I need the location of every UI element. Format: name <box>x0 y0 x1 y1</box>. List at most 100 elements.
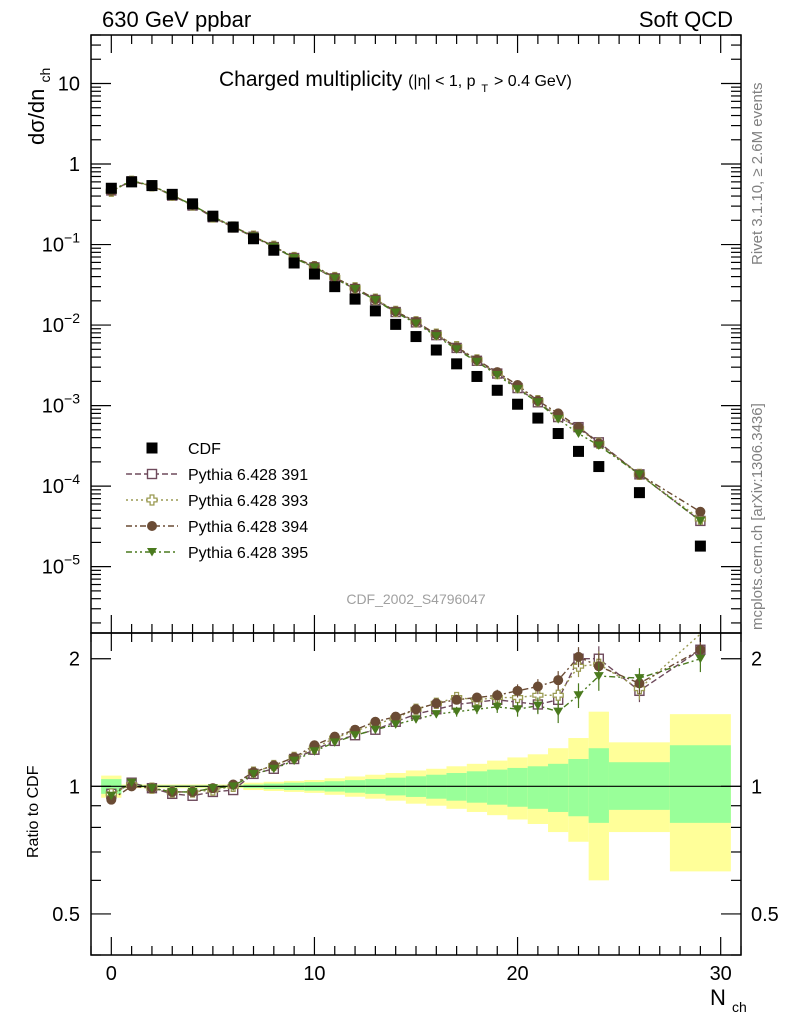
ratio-point-s3-18 <box>471 705 482 714</box>
main-point-s4-11 <box>329 274 340 283</box>
y-tick-label-main-0: 10 <box>58 73 80 95</box>
ratio-point-s3-21 <box>532 701 543 711</box>
ratio-point-s2-23 <box>573 651 584 662</box>
ratio-markers <box>105 625 706 805</box>
ratio-point-s3-19 <box>492 702 503 712</box>
band-green-21 <box>669 745 731 823</box>
main-point-s0-12 <box>349 293 361 305</box>
main-point-s0-26 <box>694 540 706 552</box>
ratio-point-s3-20 <box>512 705 523 714</box>
legend-label-0: CDF <box>188 441 221 458</box>
band-green-13 <box>466 771 488 803</box>
ratio-point-s3-7 <box>248 769 259 779</box>
main-point-s0-5 <box>207 210 219 222</box>
y-tick-label-ratio-left-2: 0.5 <box>52 904 80 926</box>
y-tick-label-base-3: 10 <box>42 315 64 337</box>
ratio-bands <box>101 711 731 881</box>
ratio-point-s3-3 <box>167 787 178 797</box>
y-tick-label-base-2: 10 <box>42 235 64 257</box>
main-point-s0-24 <box>593 461 605 473</box>
ratio-point-s2-15 <box>411 704 421 715</box>
ratio-point-s3-17 <box>451 707 462 717</box>
y-tick-label-main-1: 1 <box>69 154 80 176</box>
ratio-point-s3-5 <box>207 784 218 793</box>
legend: CDF Pythia 6.428 391 Pythia 6.428 393 Pythi… <box>126 441 308 562</box>
main-y-axis-label-text: dσ/dn <box>24 89 49 145</box>
main-point-s4-23 <box>573 429 584 439</box>
main-point-s0-11 <box>329 281 341 293</box>
ticks <box>90 34 742 956</box>
x-axis-label-subscript: ch <box>732 999 747 1015</box>
ratio-point-s2-20 <box>512 685 523 696</box>
ratio-point-s3-25 <box>634 674 645 683</box>
band-green-15 <box>507 767 528 807</box>
main-point-s4-16 <box>431 332 442 341</box>
ratio-point-s3-12 <box>350 731 361 740</box>
main-point-s0-21 <box>532 412 544 424</box>
y-tick-label-base-6: 10 <box>42 557 64 579</box>
ratio-point-s2-16 <box>431 698 442 709</box>
main-point-s0-2 <box>146 180 158 192</box>
main-point-s0-15 <box>410 331 422 343</box>
main-point-s0-4 <box>187 198 199 210</box>
main-point-s4-19 <box>492 370 503 380</box>
main-markers <box>105 175 707 552</box>
y-tick-label-main-3: 10−2 <box>42 310 80 337</box>
main-point-s0-22 <box>552 428 564 440</box>
main-point-s0-1 <box>126 176 138 188</box>
ratio-point-s1-21 <box>532 689 544 701</box>
legend-label-3: Pythia 6.428 394 <box>188 519 308 536</box>
main-point-s0-8 <box>268 244 280 256</box>
x-tick-label-10: 10 <box>303 963 325 985</box>
chart-title-sub: (|η| < 1, p <box>408 73 476 90</box>
x-axis-label: N ch <box>710 985 747 1015</box>
y-tick-label-main-2: 10−1 <box>42 230 80 257</box>
legend-marker-1 <box>146 468 158 480</box>
band-green-19 <box>588 748 609 823</box>
ratio-point-s2-21 <box>532 681 543 692</box>
chart-title-main: Charged multiplicity <box>219 68 403 91</box>
legend-label-4: Pythia 6.428 395 <box>188 545 308 562</box>
y-tick-label-main-6: 10−5 <box>42 552 80 579</box>
x-tick-label-20: 20 <box>506 963 528 985</box>
legend-item-2: Pythia 6.428 393 <box>126 493 308 510</box>
main-point-s0-20 <box>512 398 524 410</box>
legend-marker-2 <box>146 494 158 506</box>
ratio-point-s3-23 <box>573 691 584 700</box>
ratio-point-s3-24 <box>593 672 604 681</box>
main-point-s0-23 <box>573 445 584 457</box>
ratio-point-s3-15 <box>411 715 421 724</box>
legend-item-4: Pythia 6.428 395 <box>126 545 308 562</box>
chart-title-sub-subscript: T <box>481 83 488 95</box>
main-point-s0-13 <box>369 305 381 317</box>
chart-title: Charged multiplicity (|η| < 1, p T > 0.4… <box>219 68 572 97</box>
legend-item-0: CDF <box>146 441 221 458</box>
y-tick-label-main-4: 10−3 <box>42 391 80 418</box>
main-y-axis-label-subscript: ch <box>37 68 53 83</box>
y-tick-label-ratio-right-0: 2 <box>751 649 762 671</box>
ratio-point-s3-1 <box>126 778 137 788</box>
x-tick-label-0: 0 <box>106 963 117 985</box>
x-tick-label-30: 30 <box>710 963 732 985</box>
ratio-point-s3-26 <box>695 654 706 664</box>
main-y-axis-label: dσ/dn ch <box>24 68 53 145</box>
main-point-s0-17 <box>451 358 463 370</box>
y-tick-label-ratio-left-1: 1 <box>69 776 80 798</box>
ratio-point-s3-0 <box>106 791 117 801</box>
y-tick-label-ratio-right-1: 1 <box>751 776 762 798</box>
ratio-point-s3-13 <box>370 725 381 735</box>
main-point-s3-26 <box>695 506 706 517</box>
y-tick-label-exp-3: −2 <box>64 310 80 326</box>
main-point-s4-18 <box>471 357 482 367</box>
ratio-point-s2-18 <box>471 692 482 703</box>
ratio-point-s2-22 <box>553 675 564 686</box>
band-green-14 <box>487 769 508 805</box>
main-point-s0-10 <box>308 268 320 280</box>
y-tick-label-ratio-left-0: 2 <box>69 649 80 671</box>
legend-label-2: Pythia 6.428 393 <box>188 493 308 510</box>
chart-title-sub-tail: > 0.4 GeV) <box>494 73 572 90</box>
ratio-point-s3-10 <box>309 747 320 756</box>
main-point-s0-6 <box>227 221 239 233</box>
